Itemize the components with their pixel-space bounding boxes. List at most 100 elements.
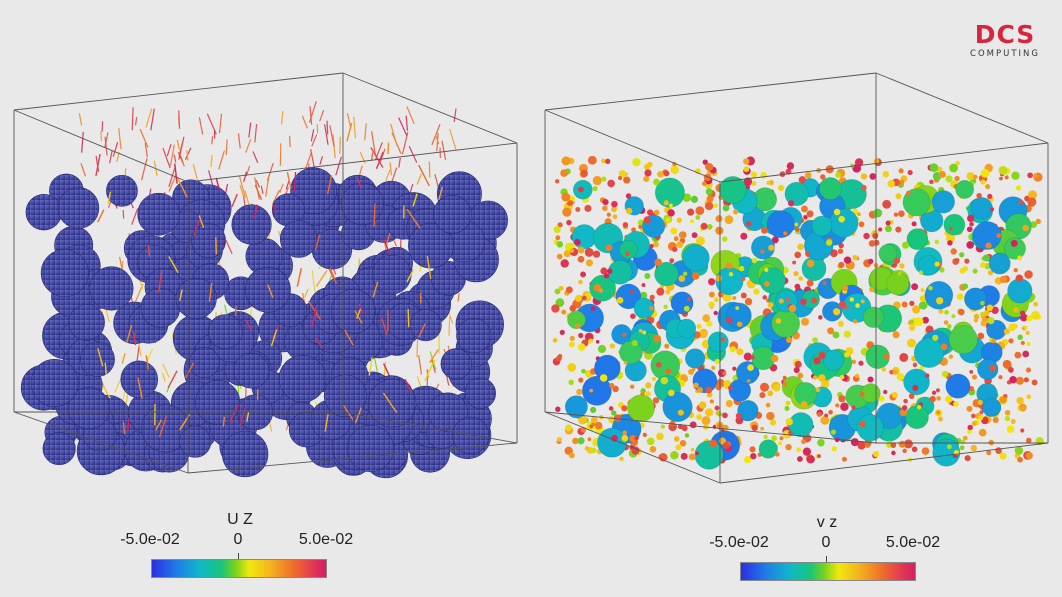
fine-particle [842, 285, 849, 291]
fine-particle [578, 415, 588, 425]
velocity-vector [371, 131, 376, 155]
fine-particle [713, 203, 718, 208]
fine-particle [832, 331, 840, 339]
fine-particle [1023, 325, 1028, 330]
fine-particle [744, 456, 752, 464]
velocity-vector [353, 116, 357, 139]
fine-particle [838, 301, 847, 309]
fine-particle [740, 232, 748, 240]
velocity-vector [309, 106, 313, 125]
coarse-particle [567, 310, 586, 330]
fine-particle [771, 435, 777, 442]
fine-particle [1033, 301, 1039, 307]
coarse-particle [801, 256, 827, 282]
fine-particle [708, 278, 716, 286]
fine-particle [704, 408, 714, 417]
fine-particle [996, 233, 1002, 238]
velocity-vector [198, 117, 204, 135]
right-domain-box-edge [544, 411, 877, 444]
left-colorbar: U Z -5.0e-02 0 5.0e-02 [120, 511, 360, 591]
velocity-vector [162, 147, 171, 169]
right-colorbar-zero-tick [826, 556, 827, 562]
fine-particle [649, 445, 657, 453]
fine-particle [1030, 310, 1040, 320]
fine-particle [760, 382, 770, 392]
fine-particle [675, 444, 682, 451]
fine-particle [967, 214, 975, 223]
fine-particle [987, 316, 995, 325]
particle-sphere [89, 266, 134, 311]
particle-sphere [231, 204, 272, 245]
fine-particle [765, 402, 771, 408]
fine-particle [644, 169, 652, 177]
fine-particle [825, 239, 833, 246]
fine-particle [612, 214, 618, 220]
fine-particle [931, 390, 937, 395]
fine-particle [987, 270, 994, 276]
fine-particle [772, 384, 781, 392]
velocity-vector [245, 320, 253, 332]
fine-particle [585, 292, 592, 299]
fine-particle [818, 374, 826, 382]
fine-particle [1026, 394, 1032, 399]
fine-particle [934, 261, 940, 267]
fine-particle [852, 254, 858, 261]
velocity-vector [438, 186, 444, 201]
fine-particle [903, 439, 913, 449]
fine-particle [708, 291, 715, 298]
fine-particle [683, 305, 690, 312]
fine-particle [652, 397, 660, 404]
fine-particle [759, 392, 766, 399]
velocity-vector [266, 284, 274, 298]
fine-particle [697, 387, 703, 393]
fine-particle [611, 206, 617, 213]
right-simulation-view [544, 72, 1049, 484]
fine-particle [985, 184, 991, 190]
fine-particle [945, 175, 953, 183]
fine-particle [693, 382, 699, 389]
fine-particle [713, 297, 719, 303]
fine-particle [599, 374, 608, 382]
fine-particle [690, 195, 699, 203]
fine-particle [794, 251, 802, 259]
velocity-vector [344, 329, 354, 346]
fine-particle [689, 219, 695, 224]
coarse-particle [788, 412, 814, 438]
fine-particle [783, 231, 788, 236]
fine-particle [676, 217, 682, 223]
velocity-vector [398, 157, 401, 168]
particle-sphere [67, 387, 110, 430]
coarse-particle [906, 228, 929, 251]
fine-particle [572, 437, 579, 445]
fine-particle [643, 216, 651, 224]
fine-particle [605, 158, 611, 164]
fine-particle [895, 193, 902, 200]
fine-particle [943, 320, 949, 325]
velocity-vector [398, 117, 408, 136]
velocity-vector [210, 155, 213, 168]
velocity-vector [155, 419, 163, 431]
fine-particle [559, 329, 565, 336]
velocity-vector [125, 393, 129, 404]
fine-particle [984, 263, 991, 270]
fine-particle [753, 288, 760, 295]
fine-particle [903, 398, 908, 404]
fine-particle [621, 434, 629, 442]
fine-particle [816, 412, 822, 417]
fine-particle [985, 242, 992, 249]
velocity-vector [252, 151, 259, 164]
fine-particle [804, 171, 812, 179]
fine-particle [834, 437, 840, 443]
velocity-vector [358, 303, 364, 315]
fine-particle [722, 204, 730, 212]
fine-particle [1003, 328, 1010, 335]
fine-particle [643, 163, 650, 170]
fine-particle [920, 288, 925, 293]
fine-particle [622, 222, 629, 228]
fine-particle [711, 365, 716, 370]
fine-particle [688, 453, 696, 461]
fine-particle [766, 180, 771, 185]
coarse-particle [924, 281, 954, 310]
fine-particle [677, 409, 684, 416]
fine-particle [670, 165, 680, 175]
